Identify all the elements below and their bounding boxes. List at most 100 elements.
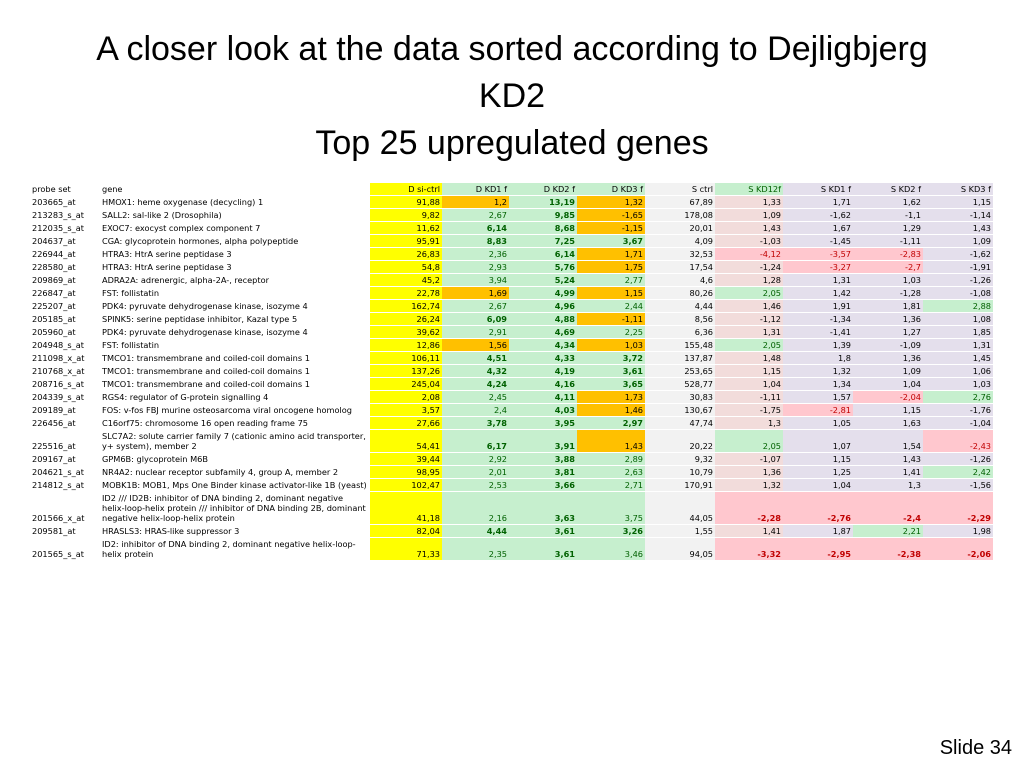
table-row: 225207_at PDK4: pyruvate dehydrogenase ki… <box>30 299 993 313</box>
table-row: 212035_s_at EXOC7: exocyst complex compon… <box>30 221 993 235</box>
s-kd2-cell: -1,28 <box>853 286 923 300</box>
table-row: 209189_at FOS: v-fos FBJ murine osteosarc… <box>30 403 993 417</box>
gene-cell: FOS: v-fos FBJ murine osteosarcoma viral… <box>100 403 370 417</box>
gene-cell: TMCO1: transmembrane and coiled-coil dom… <box>100 351 370 365</box>
s-kd3-cell: -2,43 <box>923 429 993 453</box>
table-row: 209581_at HRASLS3: HRAS-like suppressor 3… <box>30 524 993 538</box>
s-kd2-cell: 2,21 <box>853 524 923 538</box>
s-kd3-cell: -1,14 <box>923 208 993 222</box>
s-kd3-cell: 1,98 <box>923 524 993 538</box>
gene-cell: NR4A2: nuclear receptor subfamily 4, gro… <box>100 465 370 479</box>
probe-set-cell: 204339_s_at <box>30 390 100 404</box>
d-kd2-cell: 4,99 <box>509 286 577 300</box>
s-kd12-cell: 1,32 <box>715 478 783 492</box>
probe-set-cell: 212035_s_at <box>30 221 100 235</box>
d-kd3-cell: -1,65 <box>577 208 645 222</box>
probe-set-cell: 225516_at <box>30 429 100 453</box>
d-kd1-cell: 1,69 <box>442 286 509 300</box>
d-kd3-cell: 1,32 <box>577 195 645 209</box>
d-kd2-cell: 9,85 <box>509 208 577 222</box>
gene-cell: SPINK5: serine peptidase inhibitor, Kaza… <box>100 312 370 326</box>
s-kd3-cell: -1,91 <box>923 260 993 274</box>
s-kd1-cell: 1,05 <box>783 416 853 430</box>
s-kd1-cell: 1,39 <box>783 338 853 352</box>
probe-set-cell: 203665_at <box>30 195 100 209</box>
s-kd2-cell: 1,27 <box>853 325 923 339</box>
probe-set-cell: 208716_s_at <box>30 377 100 391</box>
probe-set-cell: 209167_at <box>30 452 100 466</box>
probe-set-cell: 228580_at <box>30 260 100 274</box>
header-s-ctrl: S ctrl <box>645 183 715 196</box>
d-si-ctrl-cell: 54,8 <box>370 260 442 274</box>
d-si-ctrl-cell: 102,47 <box>370 478 442 492</box>
d-kd3-cell: 1,15 <box>577 286 645 300</box>
s-ctrl-cell: 94,05 <box>645 537 715 560</box>
d-si-ctrl-cell: 45,2 <box>370 273 442 287</box>
s-ctrl-cell: 4,6 <box>645 273 715 287</box>
s-ctrl-cell: 137,87 <box>645 351 715 365</box>
table-row: 205960_at PDK4: pyruvate dehydrogenase ki… <box>30 325 993 339</box>
d-kd1-cell: 6,14 <box>442 221 509 235</box>
d-kd3-cell: 1,03 <box>577 338 645 352</box>
d-si-ctrl-cell: 71,33 <box>370 537 442 560</box>
s-kd3-cell: 2,76 <box>923 390 993 404</box>
s-kd12-cell: -4,12 <box>715 247 783 261</box>
d-kd3-cell: -1,15 <box>577 221 645 235</box>
s-kd1-cell: -1,62 <box>783 208 853 222</box>
s-kd12-cell: -2,28 <box>715 491 783 525</box>
s-ctrl-cell: 67,89 <box>645 195 715 209</box>
s-kd3-cell: -2,06 <box>923 537 993 560</box>
s-kd3-cell: 2,42 <box>923 465 993 479</box>
gene-cell: EXOC7: exocyst complex component 7 <box>100 221 370 235</box>
s-kd3-cell: 1,06 <box>923 364 993 378</box>
s-kd2-cell: 1,3 <box>853 478 923 492</box>
s-ctrl-cell: 528,77 <box>645 377 715 391</box>
d-si-ctrl-cell: 26,24 <box>370 312 442 326</box>
probe-set-cell: 210768_x_at <box>30 364 100 378</box>
s-ctrl-cell: 47,74 <box>645 416 715 430</box>
d-kd3-cell: 2,25 <box>577 325 645 339</box>
d-kd3-cell: 3,75 <box>577 491 645 525</box>
d-si-ctrl-cell: 95,91 <box>370 234 442 248</box>
s-kd2-cell: 1,36 <box>853 351 923 365</box>
s-kd1-cell: -3,57 <box>783 247 853 261</box>
d-kd1-cell: 1,2 <box>442 195 509 209</box>
s-ctrl-cell: 4,44 <box>645 299 715 313</box>
probe-set-cell: 209581_at <box>30 524 100 538</box>
probe-set-cell: 226456_at <box>30 416 100 430</box>
d-si-ctrl-cell: 106,11 <box>370 351 442 365</box>
gene-cell: C16orf75: chromosome 16 open reading fra… <box>100 416 370 430</box>
header-probe-set: probe set <box>30 183 100 196</box>
gene-cell: ID2 /// ID2B: inhibitor of DNA binding 2… <box>100 491 370 525</box>
d-kd2-cell: 4,88 <box>509 312 577 326</box>
table-row: 209869_at ADRA2A: adrenergic, alpha-2A-, … <box>30 273 993 287</box>
s-ctrl-cell: 1,55 <box>645 524 715 538</box>
s-kd12-cell: -1,11 <box>715 390 783 404</box>
table-row: 201566_x_at ID2 /// ID2B: inhibitor of DN… <box>30 491 993 525</box>
s-kd3-cell: 1,31 <box>923 338 993 352</box>
d-kd1-cell: 4,51 <box>442 351 509 365</box>
s-kd12-cell: 2,05 <box>715 338 783 352</box>
gene-cell: FST: follistatin <box>100 338 370 352</box>
gene-cell: SALL2: sal-like 2 (Drosophila) <box>100 208 370 222</box>
table-row: 226456_at C16orf75: chromosome 16 open re… <box>30 416 993 430</box>
s-kd12-cell: 1,36 <box>715 465 783 479</box>
table-row: 204637_at CGA: glycoprotein hormones, alp… <box>30 234 993 248</box>
table-body: 203665_at HMOX1: heme oxygenase (decyclin… <box>30 195 993 560</box>
s-kd1-cell: -1,41 <box>783 325 853 339</box>
s-kd2-cell: 1,04 <box>853 377 923 391</box>
d-kd2-cell: 13,19 <box>509 195 577 209</box>
d-kd3-cell: 3,72 <box>577 351 645 365</box>
s-kd2-cell: -2,83 <box>853 247 923 261</box>
gene-cell: RGS4: regulator of G-protein signalling … <box>100 390 370 404</box>
d-kd1-cell: 1,56 <box>442 338 509 352</box>
gene-cell: CGA: glycoprotein hormones, alpha polype… <box>100 234 370 248</box>
d-kd1-cell: 4,24 <box>442 377 509 391</box>
s-ctrl-cell: 155,48 <box>645 338 715 352</box>
gene-cell: PDK4: pyruvate dehydrogenase kinase, iso… <box>100 325 370 339</box>
table-row: 209167_at GPM6B: glycoprotein M6B 39,44 2,9… <box>30 452 993 466</box>
s-kd2-cell: 1,81 <box>853 299 923 313</box>
gene-cell: GPM6B: glycoprotein M6B <box>100 452 370 466</box>
